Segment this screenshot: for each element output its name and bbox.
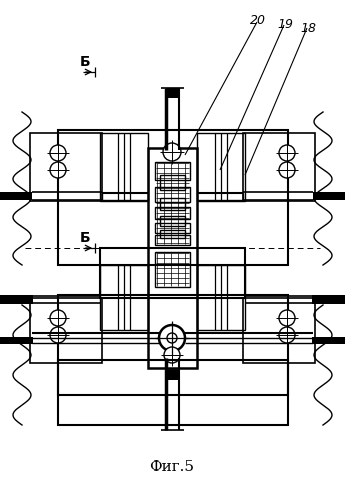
Circle shape	[279, 310, 295, 326]
Bar	[155, 162, 190, 180]
Text: Б: Б	[80, 55, 90, 69]
Bar	[243, 298, 315, 363]
Text: Фиг.5: Фиг.5	[149, 460, 195, 474]
Bar	[155, 235, 190, 245]
Circle shape	[167, 333, 177, 343]
Text: 20: 20	[250, 14, 266, 27]
Bar	[197, 265, 245, 330]
Bar	[160, 230, 185, 238]
Bar	[0, 192, 32, 200]
Bar	[160, 175, 185, 190]
Circle shape	[163, 143, 181, 161]
Bar	[155, 207, 190, 219]
Bar	[148, 148, 197, 368]
Bar	[243, 133, 315, 201]
Bar	[100, 133, 148, 201]
Bar	[312, 337, 345, 344]
Bar	[0, 295, 33, 304]
Bar	[313, 192, 345, 200]
Bar	[100, 248, 245, 298]
Bar	[58, 360, 288, 395]
Circle shape	[164, 347, 180, 363]
Bar	[166, 370, 179, 380]
Bar	[160, 216, 185, 226]
Bar	[166, 88, 179, 98]
Bar	[0, 337, 33, 344]
Bar	[160, 198, 185, 210]
Circle shape	[50, 162, 66, 178]
Circle shape	[50, 327, 66, 343]
Text: 19: 19	[277, 18, 293, 31]
Circle shape	[159, 325, 185, 351]
Bar	[155, 252, 190, 287]
Circle shape	[50, 310, 66, 326]
Bar	[155, 187, 190, 202]
Bar	[58, 295, 288, 425]
Text: 18: 18	[300, 22, 316, 35]
Circle shape	[50, 145, 66, 161]
Bar	[312, 295, 345, 304]
Bar	[30, 298, 102, 363]
Bar	[30, 133, 102, 201]
Bar	[100, 265, 148, 330]
Text: Б: Б	[80, 231, 90, 245]
Circle shape	[279, 162, 295, 178]
Bar	[58, 130, 288, 265]
Circle shape	[279, 145, 295, 161]
Bar	[197, 133, 245, 201]
Circle shape	[279, 327, 295, 343]
Bar	[155, 223, 190, 233]
